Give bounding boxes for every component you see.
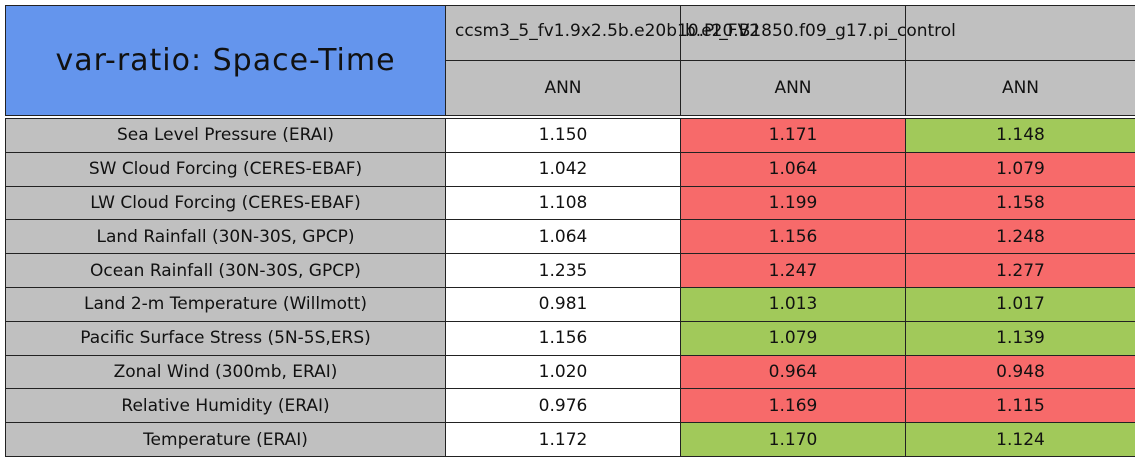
value-cell: 1.124 — [905, 422, 1135, 457]
value-cell: 1.064 — [680, 151, 906, 187]
table-title: var-ratio: Space-Time — [5, 5, 446, 116]
value-cell: 1.148 — [905, 118, 1135, 153]
column-period: ANN — [445, 60, 681, 116]
row-label: SW Cloud Forcing (CERES-EBAF) — [5, 151, 446, 187]
value-cell: 1.079 — [905, 151, 1135, 187]
value-cell: 1.115 — [905, 388, 1135, 424]
value-cell: 1.017 — [905, 287, 1135, 322]
column-name: b.e20.B1850.f09_g17.pi_control — [685, 21, 956, 41]
value-cell: 1.172 — [445, 422, 681, 457]
row-label: LW Cloud Forcing (CERES-EBAF) — [5, 185, 446, 221]
value-cell: 0.964 — [680, 354, 906, 390]
value-cell: 1.171 — [680, 118, 906, 153]
value-cell: 1.277 — [905, 253, 1135, 288]
row-label: Sea Level Pressure (ERAI) — [5, 118, 446, 153]
value-cell: 1.139 — [905, 320, 1135, 356]
row-label: Relative Humidity (ERAI) — [5, 388, 446, 424]
value-cell: 1.013 — [680, 287, 906, 322]
value-cell: 1.156 — [445, 320, 681, 356]
value-cell: 1.079 — [680, 320, 906, 356]
value-cell: 1.150 — [445, 118, 681, 153]
column-header — [445, 5, 681, 61]
value-cell: 0.948 — [905, 354, 1135, 390]
value-cell: 1.042 — [445, 151, 681, 187]
value-cell: 1.169 — [680, 388, 906, 424]
value-cell: 0.981 — [445, 287, 681, 322]
value-cell: 1.064 — [445, 219, 681, 255]
value-cell: 1.235 — [445, 253, 681, 288]
column-period: ANN — [905, 60, 1135, 116]
row-label: Temperature (ERAI) — [5, 422, 446, 457]
value-cell: 0.976 — [445, 388, 681, 424]
value-cell: 1.020 — [445, 354, 681, 390]
row-label: Zonal Wind (300mb, ERAI) — [5, 354, 446, 390]
value-cell: 1.158 — [905, 185, 1135, 221]
column-header — [905, 5, 1135, 61]
row-label: Ocean Rainfall (30N-30S, GPCP) — [5, 253, 446, 288]
value-cell: 1.108 — [445, 185, 681, 221]
value-cell: 1.248 — [905, 219, 1135, 255]
value-cell: 1.199 — [680, 185, 906, 221]
column-name: ccsm3_5_fv1.9x2.5b.e20b10.PI_FV2 — [455, 21, 761, 41]
value-cell: 1.156 — [680, 219, 906, 255]
row-label: Land Rainfall (30N-30S, GPCP) — [5, 219, 446, 255]
value-cell: 1.247 — [680, 253, 906, 288]
column-period: ANN — [680, 60, 906, 116]
value-cell: 1.170 — [680, 422, 906, 457]
row-label: Pacific Surface Stress (5N-5S,ERS) — [5, 320, 446, 356]
row-label: Land 2-m Temperature (Willmott) — [5, 287, 446, 322]
column-header — [680, 5, 906, 61]
